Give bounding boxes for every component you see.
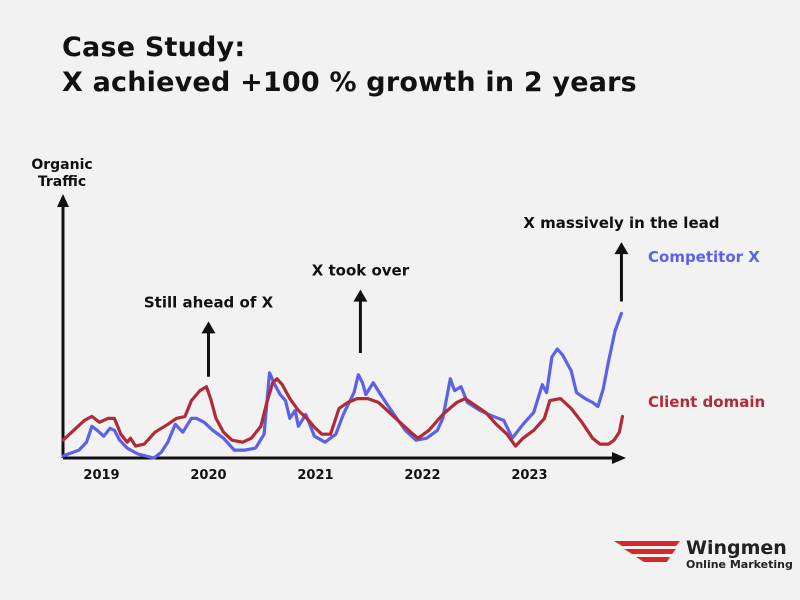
title-line-2: X achieved +100 % growth in 2 years <box>62 67 637 98</box>
x-tick-label: 2020 <box>190 468 226 483</box>
y-axis-arrowhead <box>57 194 69 207</box>
annotation-arrowhead <box>614 242 629 255</box>
annotation-arrowhead <box>201 321 216 334</box>
y-axis-label-line-1: Organic <box>31 157 92 173</box>
x-tick-label: 2019 <box>83 468 119 483</box>
wing-logo-icon <box>614 541 680 562</box>
series-line-competitor-x <box>61 311 623 460</box>
wingmen-logo: Wingmen Online Marketing <box>614 537 793 571</box>
x-tick-label: 2021 <box>297 468 333 483</box>
series-label-competitor-x: Competitor X <box>648 248 760 266</box>
x-tick-label: 2023 <box>511 468 547 483</box>
chart-title: Case Study: X achieved +100 % growth in … <box>62 30 637 100</box>
title-line-1: Case Study: <box>62 32 246 63</box>
series-line-client-domain <box>61 377 625 448</box>
annotation-arrowhead <box>353 289 368 302</box>
annotation-label: Still ahead of X <box>144 293 274 311</box>
series-label-client-domain: Client domain <box>648 393 765 411</box>
annotation-label: X massively in the lead <box>523 214 719 232</box>
annotations: Still ahead of X X took over X massively i… <box>144 214 719 377</box>
logo-subtitle: Online Marketing <box>686 558 793 571</box>
x-tick-label: 2022 <box>404 468 440 483</box>
annotation-label: X took over <box>312 262 410 280</box>
logo-name: Wingmen <box>686 537 787 559</box>
wing-stripe-2 <box>624 549 676 554</box>
x-axis-arrowhead <box>612 452 626 464</box>
y-axis-label-line-2: Traffic <box>38 174 86 190</box>
series-layer <box>61 311 625 460</box>
wing-stripe-1 <box>614 541 680 546</box>
wing-stripe-3 <box>636 557 670 562</box>
